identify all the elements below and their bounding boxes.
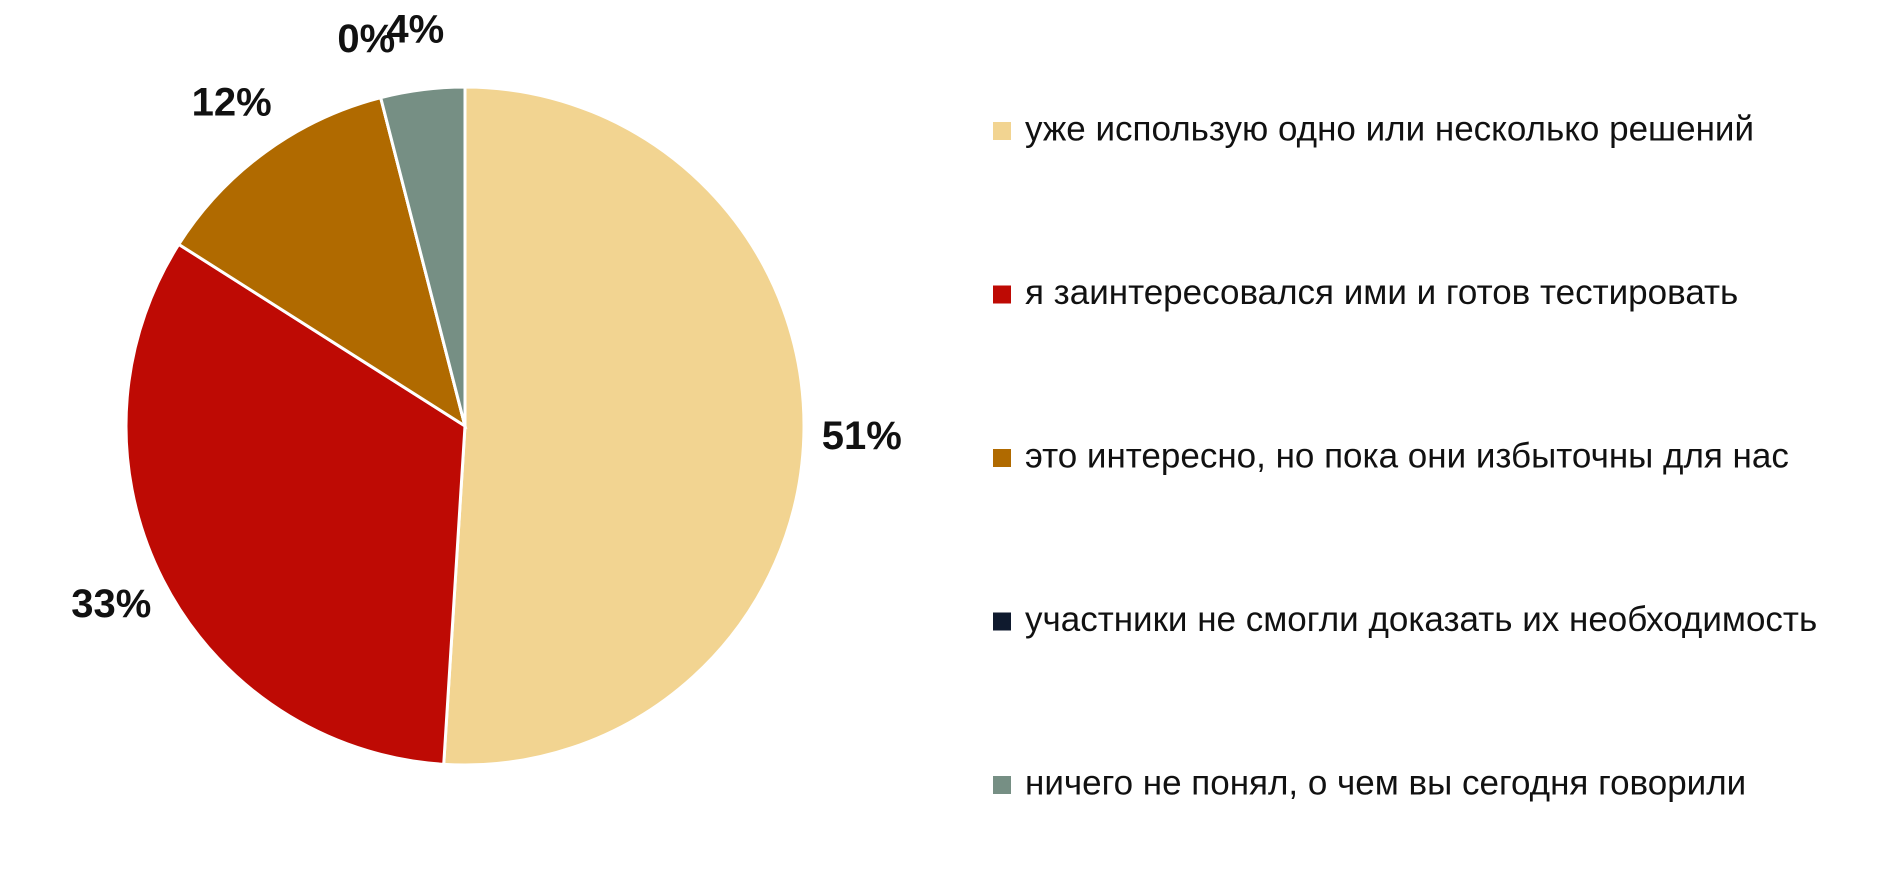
legend-swatch (993, 776, 1011, 794)
value-label: 12% (192, 80, 272, 124)
value-label: 51% (822, 414, 902, 458)
legend-swatch (993, 449, 1011, 467)
pie-slice (176, 95, 468, 430)
pie-slice (442, 85, 806, 767)
value-label: 33% (71, 582, 151, 626)
value-label: 0% (337, 17, 395, 61)
pie-slice (378, 85, 467, 427)
value-label: 4% (386, 8, 444, 52)
legend-label: это интересно, но пока они избыточны для… (1025, 436, 1789, 475)
pie-slice (124, 242, 467, 766)
legend-label: уже использую одно или несколько решений (1025, 109, 1754, 148)
legend-swatch (993, 122, 1011, 140)
legend-swatch (993, 285, 1011, 304)
legend-label: я заинтересовался ими и готов тестироват… (1025, 273, 1738, 312)
legend-label: участники не смогли доказать их необходи… (1025, 600, 1817, 639)
legend-swatch (993, 612, 1011, 631)
legend-label: ничего не понял, о чем вы сегодня говори… (1025, 763, 1746, 802)
